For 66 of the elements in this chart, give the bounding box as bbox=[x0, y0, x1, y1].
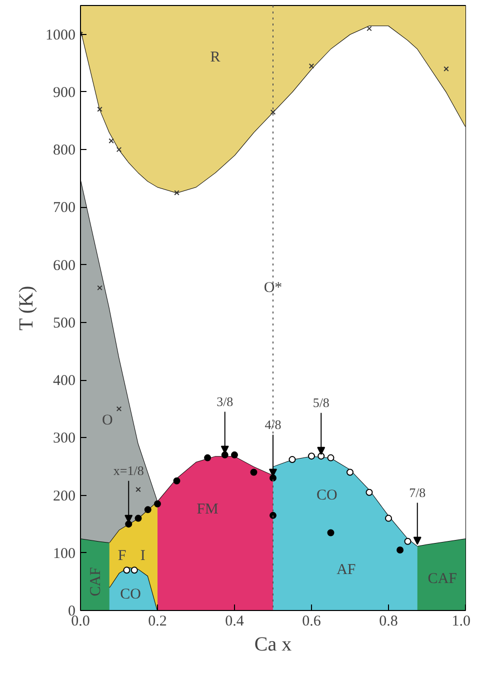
point bbox=[308, 63, 314, 69]
point bbox=[97, 285, 102, 290]
annotation: R bbox=[210, 49, 220, 66]
point bbox=[385, 514, 392, 522]
annotation: O bbox=[102, 412, 114, 428]
annotation: 5/8 bbox=[312, 394, 330, 410]
point bbox=[366, 26, 372, 32]
annotation: F bbox=[118, 548, 126, 564]
annotation: 4/8 bbox=[264, 416, 282, 432]
point bbox=[108, 138, 114, 144]
annotation: FM bbox=[196, 502, 218, 518]
y-tick-label: 500 bbox=[53, 315, 76, 332]
point bbox=[327, 454, 334, 462]
annotation: I bbox=[140, 548, 146, 564]
y-tick-label: 1000 bbox=[46, 27, 76, 44]
x-tick-label: 0.2 bbox=[148, 614, 167, 630]
point bbox=[116, 406, 122, 412]
point bbox=[270, 109, 276, 115]
point bbox=[231, 451, 238, 458]
annotation: x=1/8 bbox=[113, 462, 144, 478]
point bbox=[116, 146, 122, 152]
point bbox=[327, 529, 334, 536]
point bbox=[174, 190, 180, 196]
annotation: AF bbox=[336, 562, 356, 578]
point bbox=[97, 106, 102, 112]
annotation: 3/8 bbox=[216, 394, 234, 409]
point bbox=[221, 451, 228, 458]
point bbox=[136, 486, 141, 492]
annotation: CO bbox=[316, 487, 338, 504]
point bbox=[366, 488, 373, 496]
point bbox=[404, 538, 412, 545]
point bbox=[270, 512, 276, 519]
x-tick-label: 0.8 bbox=[379, 614, 398, 630]
point bbox=[318, 452, 325, 460]
point bbox=[444, 66, 449, 72]
point bbox=[204, 454, 212, 462]
annotation: 7/8 bbox=[409, 484, 426, 500]
annotation: CAF bbox=[428, 570, 457, 587]
x-tick-label: 0.4 bbox=[225, 614, 244, 630]
annotation: CAF bbox=[88, 567, 104, 596]
point bbox=[250, 468, 258, 476]
y-tick-label: 800 bbox=[53, 142, 76, 159]
x-tick-label: 0.6 bbox=[302, 614, 322, 630]
y-tick-label: 600 bbox=[53, 258, 76, 274]
point bbox=[125, 520, 132, 528]
y-tick-label: 100 bbox=[53, 546, 76, 562]
point bbox=[288, 456, 296, 464]
point bbox=[130, 566, 138, 574]
point bbox=[173, 477, 180, 484]
point bbox=[396, 546, 404, 554]
y-tick-label: 400 bbox=[53, 373, 76, 390]
point bbox=[308, 452, 315, 460]
x-axis-title: Ca x bbox=[254, 634, 292, 656]
y-tick-label: 700 bbox=[53, 200, 76, 216]
y-tick-label: 300 bbox=[53, 430, 76, 447]
point bbox=[134, 514, 142, 522]
y-axis-title: T (K) bbox=[16, 286, 38, 330]
point bbox=[144, 506, 152, 514]
point bbox=[154, 500, 161, 508]
y-tick-label: 900 bbox=[53, 84, 76, 101]
y-tick-label: 200 bbox=[53, 488, 76, 504]
annotation: CO bbox=[120, 586, 142, 602]
point bbox=[123, 566, 130, 574]
x-tick-label: 1.0 bbox=[452, 614, 470, 630]
annotation: O* bbox=[264, 280, 282, 296]
point bbox=[346, 468, 354, 476]
